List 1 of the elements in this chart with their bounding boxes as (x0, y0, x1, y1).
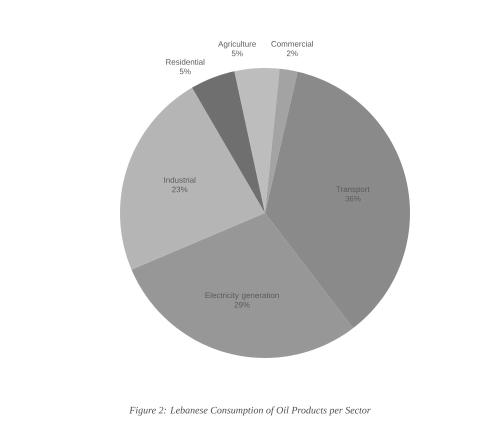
caption: Figure 2: Lebanese Consumption of Oil Products per Sector (129, 406, 371, 416)
